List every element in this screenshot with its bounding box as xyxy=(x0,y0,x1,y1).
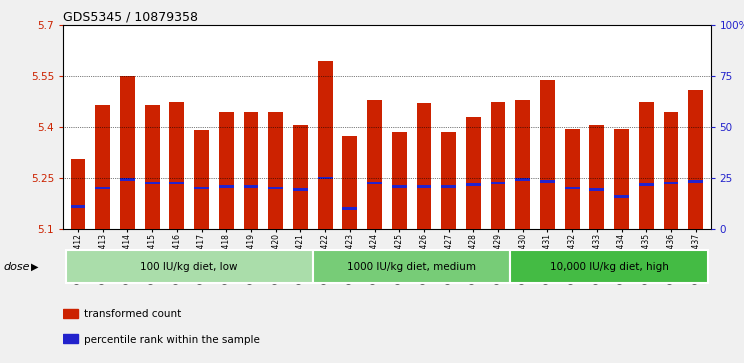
Bar xyxy=(664,182,679,184)
Bar xyxy=(293,188,308,191)
Bar xyxy=(145,105,160,229)
Text: 10,000 IU/kg diet, high: 10,000 IU/kg diet, high xyxy=(550,262,669,272)
Bar xyxy=(516,100,530,229)
Bar xyxy=(516,178,530,181)
Bar xyxy=(269,112,283,229)
Bar xyxy=(540,180,555,183)
Bar xyxy=(639,102,654,229)
Bar xyxy=(510,250,708,283)
Bar xyxy=(120,76,135,229)
Bar xyxy=(145,182,160,184)
Bar xyxy=(417,185,432,188)
Bar xyxy=(490,182,505,184)
Bar xyxy=(95,187,110,189)
Bar xyxy=(194,130,209,229)
Bar xyxy=(269,187,283,189)
Text: 1000 IU/kg diet, medium: 1000 IU/kg diet, medium xyxy=(347,262,476,272)
Bar xyxy=(614,129,629,229)
Bar xyxy=(565,187,580,189)
Bar xyxy=(392,132,407,229)
Bar xyxy=(71,159,86,229)
Text: transformed count: transformed count xyxy=(84,309,182,319)
Bar xyxy=(441,185,456,188)
Bar xyxy=(367,100,382,229)
Bar xyxy=(120,178,135,181)
Bar xyxy=(63,309,78,318)
Bar xyxy=(318,61,333,229)
Text: percentile rank within the sample: percentile rank within the sample xyxy=(84,335,260,345)
Bar xyxy=(466,117,481,229)
Bar xyxy=(170,102,185,229)
Bar xyxy=(342,207,357,210)
Bar xyxy=(417,103,432,229)
Bar xyxy=(490,102,505,229)
Bar xyxy=(589,188,604,191)
Bar xyxy=(63,334,78,343)
Text: ▶: ▶ xyxy=(31,262,39,272)
Bar xyxy=(71,205,86,208)
Text: 100 IU/kg diet, low: 100 IU/kg diet, low xyxy=(141,262,238,272)
Bar xyxy=(589,125,604,229)
Bar xyxy=(65,250,312,283)
Bar xyxy=(441,132,456,229)
Bar xyxy=(318,176,333,179)
Bar xyxy=(466,183,481,186)
Text: GDS5345 / 10879358: GDS5345 / 10879358 xyxy=(63,11,198,24)
Bar xyxy=(614,195,629,198)
Bar xyxy=(639,183,654,186)
Bar xyxy=(243,185,258,188)
Bar xyxy=(95,105,110,229)
Bar xyxy=(688,90,703,229)
Bar xyxy=(392,185,407,188)
Bar xyxy=(342,135,357,229)
Bar xyxy=(243,112,258,229)
Bar xyxy=(293,125,308,229)
Bar xyxy=(219,112,234,229)
Bar xyxy=(367,182,382,184)
Text: dose: dose xyxy=(4,262,31,272)
Bar xyxy=(194,187,209,189)
Bar xyxy=(540,79,555,229)
Bar xyxy=(219,185,234,188)
Bar xyxy=(170,182,185,184)
Bar xyxy=(312,250,510,283)
Bar xyxy=(565,129,580,229)
Bar xyxy=(664,112,679,229)
Bar xyxy=(688,180,703,183)
